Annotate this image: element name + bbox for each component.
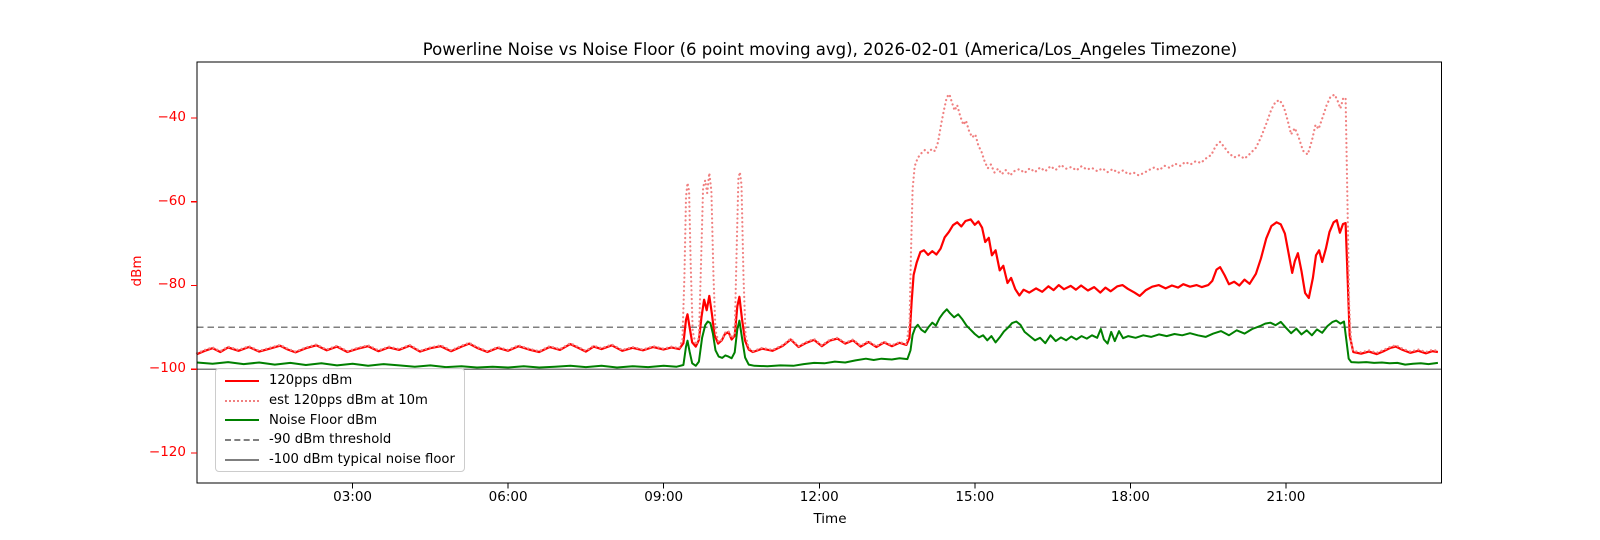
- x-tick-label: 18:00: [1110, 489, 1150, 505]
- legend-item: 120pps dBm: [225, 371, 455, 391]
- series-line-120pps-dbm: [196, 218, 1439, 356]
- x-tick-label: 12:00: [799, 489, 839, 505]
- legend-line-swatch: [225, 419, 259, 422]
- y-tick-label: −40: [157, 109, 187, 126]
- legend-label: -100 dBm typical noise floor: [269, 452, 455, 468]
- x-axis-label: Time: [813, 511, 847, 527]
- legend-item: Noise Floor dBm: [225, 410, 455, 430]
- x-tick-label: 03:00: [333, 489, 373, 505]
- y-tick-label: −120: [148, 443, 186, 460]
- chart-title: Powerline Noise vs Noise Floor (6 point …: [422, 40, 1238, 59]
- legend-label: -90 dBm threshold: [269, 432, 392, 448]
- legend-item: -100 dBm typical noise floor: [225, 450, 455, 470]
- x-tick-label: 21:00: [1266, 489, 1306, 505]
- y-tick-label: −100: [148, 360, 186, 377]
- legend-line-swatch: [225, 399, 259, 402]
- legend: 120pps dBm est 120pps dBm at 10m Noise Flo…: [215, 368, 465, 473]
- series-line-noise-floor-dbm: [196, 308, 1439, 369]
- legend-label: 120pps dBm: [269, 373, 353, 389]
- legend-line-swatch: [225, 379, 259, 382]
- legend-line-swatch: [225, 438, 259, 441]
- x-tick-label: 06:00: [488, 489, 528, 505]
- y-tick-label: −60: [157, 192, 187, 209]
- legend-line-swatch: [225, 458, 259, 461]
- x-tick-label: 15:00: [955, 489, 995, 505]
- x-tick-label: 09:00: [644, 489, 684, 505]
- legend-item: -90 dBm threshold: [225, 430, 455, 450]
- series-line-est-120pps-dbm-at-10m: [195, 93, 1440, 355]
- legend-item: est 120pps dBm at 10m: [225, 391, 455, 411]
- y-tick-label: −80: [157, 276, 187, 293]
- legend-label: est 120pps dBm at 10m: [269, 393, 428, 409]
- legend-label: Noise Floor dBm: [269, 412, 378, 428]
